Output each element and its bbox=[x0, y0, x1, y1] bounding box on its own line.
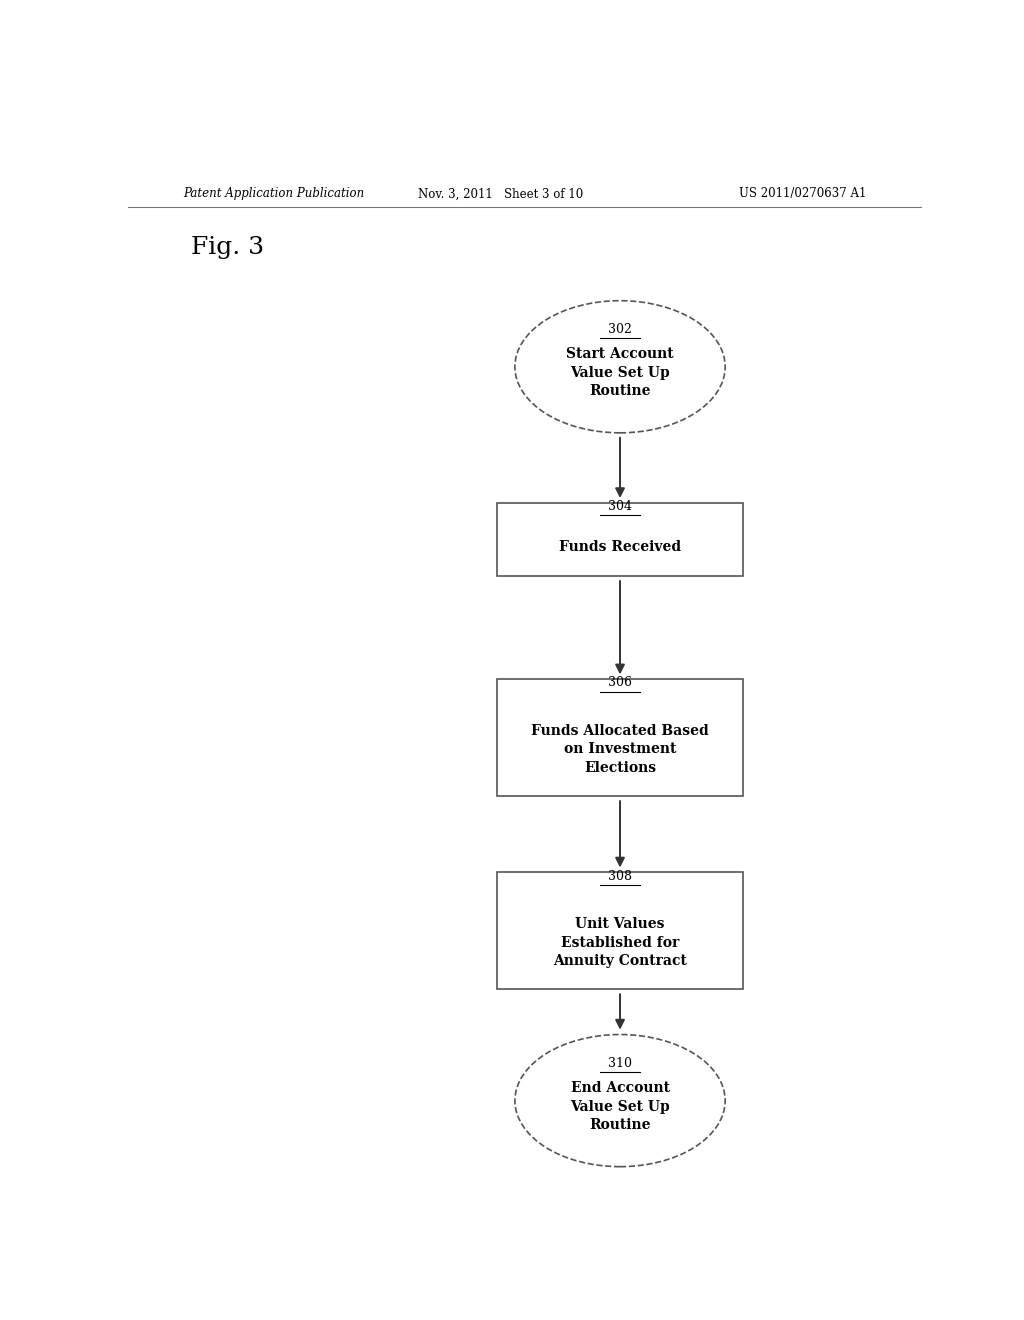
Text: Fig. 3: Fig. 3 bbox=[191, 236, 264, 259]
Text: 302: 302 bbox=[608, 323, 632, 337]
Text: 310: 310 bbox=[608, 1057, 632, 1071]
Text: 308: 308 bbox=[608, 870, 632, 883]
Text: End Account
Value Set Up
Routine: End Account Value Set Up Routine bbox=[570, 1081, 670, 1133]
FancyBboxPatch shape bbox=[497, 503, 743, 576]
Text: US 2011/0270637 A1: US 2011/0270637 A1 bbox=[738, 187, 866, 201]
Text: 304: 304 bbox=[608, 500, 632, 513]
Ellipse shape bbox=[515, 301, 725, 433]
Text: Unit Values
Established for
Annuity Contract: Unit Values Established for Annuity Cont… bbox=[553, 917, 687, 968]
Text: Funds Allocated Based
on Investment
Elections: Funds Allocated Based on Investment Elec… bbox=[531, 725, 709, 775]
Text: 306: 306 bbox=[608, 676, 632, 689]
Text: Funds Received: Funds Received bbox=[559, 540, 681, 554]
FancyBboxPatch shape bbox=[497, 680, 743, 796]
Ellipse shape bbox=[515, 1035, 725, 1167]
Text: Nov. 3, 2011   Sheet 3 of 10: Nov. 3, 2011 Sheet 3 of 10 bbox=[419, 187, 584, 201]
Text: Start Account
Value Set Up
Routine: Start Account Value Set Up Routine bbox=[566, 347, 674, 399]
FancyBboxPatch shape bbox=[497, 873, 743, 989]
Text: Patent Application Publication: Patent Application Publication bbox=[183, 187, 365, 201]
